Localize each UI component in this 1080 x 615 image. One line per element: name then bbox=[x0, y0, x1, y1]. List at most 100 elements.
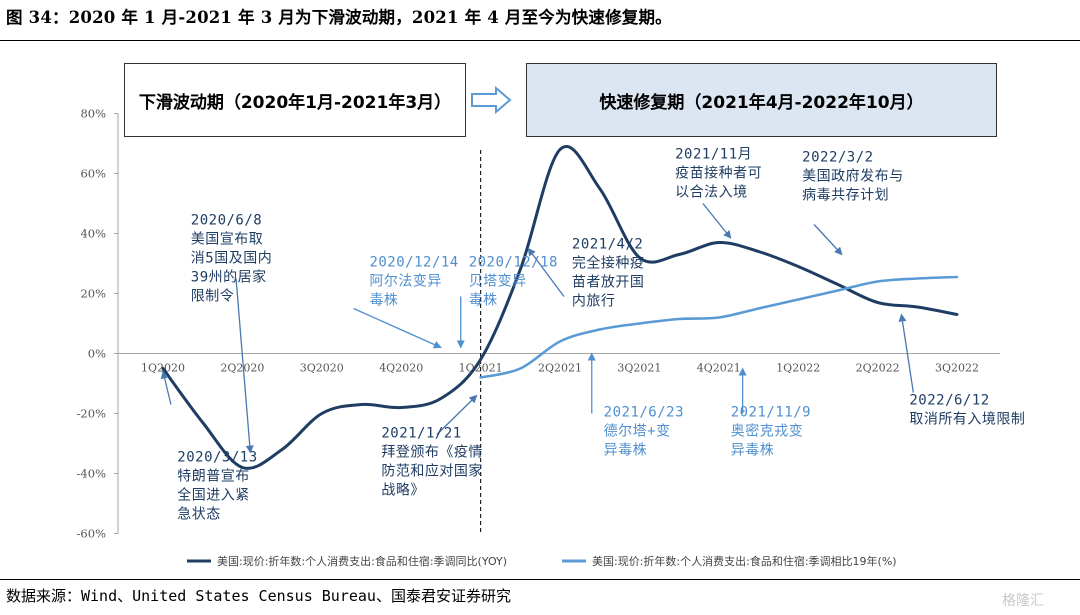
phase-box-recovery-label: 快速修复期（2021年4月-2022年10月） bbox=[599, 92, 924, 113]
y-tick-label: 0% bbox=[88, 347, 106, 361]
annotation-text: 2021/11/9 奥密克戎变异毒株 bbox=[731, 405, 811, 459]
series-line-vs2019 bbox=[479, 275, 959, 379]
y-tick-label: 20% bbox=[80, 287, 106, 301]
figure-title: 图 34：2020 年 1 月-2021 年 3 月为下滑波动期，2021 年 … bbox=[6, 8, 672, 27]
annotation-line: 毒株 bbox=[369, 293, 398, 309]
annotation-line: 病毒共存计划 bbox=[802, 188, 889, 204]
x-tick-label: 3Q2021 bbox=[617, 362, 661, 375]
annotation-text: 2021/6/23 德尔塔+变异毒株 bbox=[604, 405, 684, 459]
annotation-line: 39州的居家 bbox=[191, 269, 267, 286]
y-tick-label: -20% bbox=[77, 407, 107, 421]
annotation-a10: 2021/11/9 奥密克戎变异毒株 bbox=[731, 367, 811, 459]
y-tick-label: -40% bbox=[77, 467, 107, 481]
x-tick-label: 4Q2021 bbox=[697, 362, 741, 375]
annotation-arrow bbox=[353, 307, 442, 349]
watermark: 格隆汇 bbox=[1002, 593, 1044, 609]
source-note: 数据来源：Wind、United States Census Bureau、国泰… bbox=[6, 587, 511, 605]
phase-box-decline-label: 下滑波动期（2020年1月-2021年3月） bbox=[138, 92, 452, 113]
annotation-line: 防范和应对国家 bbox=[381, 463, 483, 480]
annotation-line: 急状态 bbox=[177, 507, 221, 523]
annotation-a3: 2020/12/14 阿尔法变异毒株 bbox=[353, 255, 458, 349]
x-tick-label: 4Q2020 bbox=[379, 362, 423, 375]
annotation-a2: 2020/6/8 美国宣布取消5国及国内 39州的居家限制令 bbox=[191, 213, 272, 454]
annotation-line: 消5国及国内 bbox=[191, 251, 272, 267]
x-tick-label: 3Q2020 bbox=[300, 362, 344, 375]
phase-box-recovery: 快速修复期（2021年4月-2022年10月） bbox=[526, 63, 997, 137]
annotation-a8: 2022/3/2 美国政府发布与病毒共存计划 bbox=[802, 150, 904, 256]
annotation-text: 2020/12/14 阿尔法变异毒株 bbox=[369, 255, 458, 309]
annotation-line: 内旅行 bbox=[572, 294, 616, 310]
annotation-line: 2020/12/14 bbox=[369, 255, 458, 271]
annotation-text: 2020/6/8 美国宣布取消5国及国内 39州的居家限制令 bbox=[191, 213, 272, 305]
legend-label: 美国:现价:折年数:个人消费支出:食品和住宿:季调同比(YOY) bbox=[217, 554, 507, 568]
annotation-text: 2021/1/21 拜登颁布《疫情防范和应对国家战略》 bbox=[381, 426, 483, 499]
top-rule bbox=[0, 40, 1080, 41]
chart-series bbox=[161, 145, 959, 470]
annotation-line: 毒株 bbox=[469, 293, 498, 309]
annotation-a7: 2021/11月疫苗接种者可以合法入境 bbox=[675, 147, 762, 239]
annotation-a5: 2021/1/21 拜登颁布《疫情防范和应对国家战略》 bbox=[381, 394, 483, 499]
annotation-arrow bbox=[813, 224, 843, 256]
annotation-line: 阿尔法变异 bbox=[369, 274, 442, 290]
x-tick-label: 1Q2022 bbox=[776, 362, 820, 375]
phase-arrow-icon bbox=[471, 85, 512, 115]
annotation-line: 德尔塔+变 bbox=[604, 424, 671, 440]
y-tick-label: 80% bbox=[80, 107, 106, 121]
annotation-line: 完全接种疫 bbox=[572, 255, 645, 272]
annotation-a1: 2020/3/13 特朗普宣布全国进入紧急状态 bbox=[160, 370, 257, 523]
annotation-line: 战略》 bbox=[381, 483, 425, 499]
chart-annotations: 2020/3/13 特朗普宣布全国进入紧急状态 2020/6/8 美国宣布取消5国及国… bbox=[160, 147, 1025, 523]
y-tick-label: -60% bbox=[77, 527, 107, 541]
annotation-line: 取消所有入境限制 bbox=[909, 412, 1025, 428]
annotation-text: 2021/11月疫苗接种者可以合法入境 bbox=[675, 147, 762, 201]
annotation-line: 2020/3/13 bbox=[177, 450, 257, 466]
annotation-line: 拜登颁布《疫情 bbox=[381, 445, 483, 461]
annotation-line: 2021/11/9 bbox=[731, 405, 811, 421]
y-tick-label: 40% bbox=[80, 227, 106, 241]
annotation-line: 2021/4/2 bbox=[572, 237, 643, 253]
annotation-line: 奥密克戎变 bbox=[731, 423, 804, 440]
annotation-text: 2020/3/13 特朗普宣布全国进入紧急状态 bbox=[177, 450, 257, 523]
annotation-line: 限制令 bbox=[191, 289, 235, 305]
annotation-a9: 2021/6/23 德尔塔+变异毒株 bbox=[587, 352, 684, 459]
annotation-line: 疫苗接种者可 bbox=[675, 165, 762, 182]
annotation-line: 异毒株 bbox=[604, 443, 648, 459]
annotation-line: 异毒株 bbox=[731, 443, 775, 459]
x-tick-label: 2Q2020 bbox=[220, 362, 264, 375]
y-tick-label: 60% bbox=[80, 167, 106, 181]
annotation-arrow bbox=[702, 203, 732, 239]
annotation-text: 2020/12/18 贝塔变异毒株 bbox=[469, 255, 558, 309]
annotation-line: 美国宣布取 bbox=[191, 232, 263, 248]
chart-axes: -60%-40%-20%0%20%40%60%80%1Q2020 2Q2020 3Q… bbox=[77, 107, 1000, 541]
annotation-line: 2022/3/2 bbox=[802, 150, 873, 166]
annotation-arrow bbox=[527, 247, 565, 297]
annotation-line: 2021/11月 bbox=[675, 147, 752, 163]
chart-canvas: -60%-40%-20%0%20%40%60%80%1Q2020 2Q2020 3Q… bbox=[77, 107, 1025, 569]
annotation-text: 2021/4/2 完全接种疫苗者放开国内旅行 bbox=[572, 237, 645, 310]
annotation-line: 2020/12/18 bbox=[469, 255, 558, 271]
legend-label: 美国:现价:折年数:个人消费支出:食品和住宿:季调相比19年(%) bbox=[592, 554, 897, 568]
annotation-a11: 2022/6/12 取消所有入境限制 bbox=[898, 313, 1025, 428]
x-tick-label: 2Q2021 bbox=[538, 362, 582, 375]
annotation-arrow bbox=[436, 394, 478, 435]
annotation-text: 2022/6/12 取消所有入境限制 bbox=[909, 393, 1025, 428]
annotation-line: 苗者放开国 bbox=[572, 275, 645, 291]
phase-box-decline: 下滑波动期（2020年1月-2021年3月） bbox=[124, 63, 466, 137]
x-tick-label: 2Q2022 bbox=[856, 362, 900, 375]
annotation-a6: 2021/4/2 完全接种疫苗者放开国内旅行 bbox=[527, 237, 645, 310]
annotation-line: 特朗普宣布 bbox=[177, 469, 250, 485]
x-tick-label: 3Q2022 bbox=[935, 362, 979, 375]
annotation-arrow bbox=[160, 370, 172, 405]
annotation-line: 2020/6/8 bbox=[191, 213, 262, 229]
series-line-yoy bbox=[161, 145, 959, 470]
chart-legend: 美国:现价:折年数:个人消费支出:食品和住宿:季调同比(YOY) 美国:现价:折年… bbox=[187, 554, 897, 568]
annotation-arrow bbox=[898, 313, 914, 393]
annotation-line: 2021/1/21 bbox=[381, 426, 461, 442]
annotation-line: 2022/6/12 bbox=[909, 393, 989, 409]
annotation-line: 以合法入境 bbox=[675, 185, 748, 201]
annotation-arrow bbox=[235, 278, 254, 454]
annotation-line: 贝塔变异 bbox=[469, 274, 527, 290]
annotation-text: 2022/3/2 美国政府发布与病毒共存计划 bbox=[802, 150, 904, 204]
bottom-rule bbox=[0, 579, 1080, 580]
annotation-line: 美国政府发布与 bbox=[802, 169, 904, 185]
